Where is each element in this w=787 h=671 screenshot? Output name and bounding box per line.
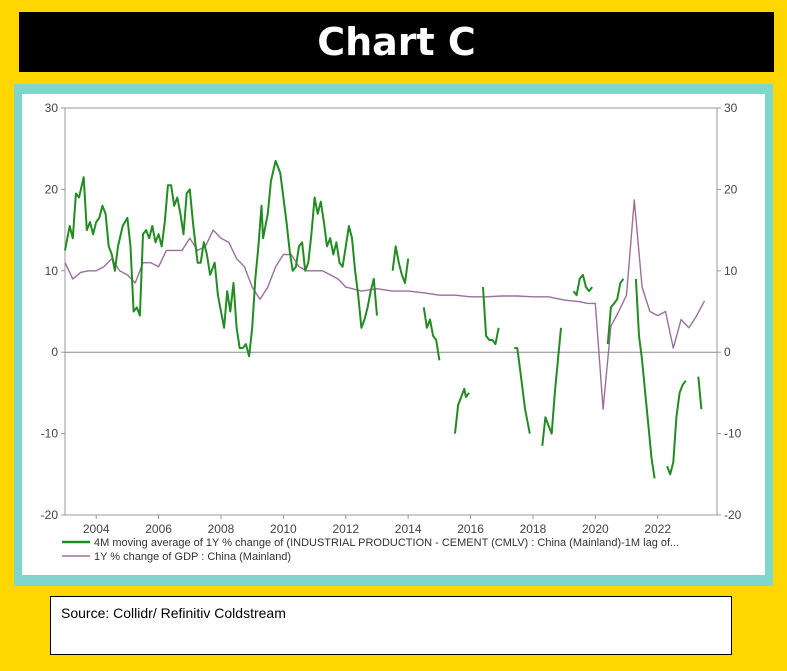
chart-panel: -20 -20 -10 -10 0 0 10 10 20 20 30 30 2004 2006 2008 20… (22, 94, 765, 575)
source-text: Source: Collidr/ Refinitiv Coldstream (61, 605, 286, 621)
cement-series-line (422, 307, 441, 361)
y-tick-label-left: 20 (45, 182, 59, 196)
plot-frame (64, 107, 718, 516)
chart-frame: -20 -20 -10 -10 0 0 10 10 20 20 30 30 2004 2006 2008 20… (14, 84, 773, 586)
cement-series-line (634, 278, 656, 479)
x-tick-label: 2014 (395, 522, 422, 536)
y-tick-label-right: 10 (724, 264, 738, 278)
y-tick-label-right: -20 (724, 508, 742, 522)
y-tick-label-right: -10 (724, 427, 742, 441)
x-tick-label: 2010 (270, 522, 297, 536)
cement-series-line (482, 287, 500, 346)
y-tick-label-left: 10 (45, 264, 59, 278)
y-tick-label-right: 0 (724, 345, 731, 359)
x-tick-label: 2006 (145, 522, 172, 536)
x-tick-label: 2008 (208, 522, 235, 536)
cement-series-line (391, 245, 410, 284)
x-tick-label: 2022 (644, 522, 671, 536)
y-tick-label-right: 20 (724, 182, 738, 196)
y-tick-label-left: -10 (41, 427, 59, 441)
x-tick-label: 2016 (457, 522, 484, 536)
y-tick-label-left: 30 (45, 101, 59, 115)
cement-series-line (454, 387, 470, 434)
x-tick-label: 2004 (83, 522, 110, 536)
y-tick-label-left: -20 (41, 508, 59, 522)
x-tick-label: 2012 (332, 522, 359, 536)
y-tick-label-right: 30 (724, 101, 738, 115)
cement-series-line (514, 347, 531, 434)
cement-series-line (666, 380, 687, 476)
cement-series-line (541, 327, 562, 446)
source-box: Source: Collidr/ Refinitiv Coldstream (50, 596, 732, 655)
legend-label: 1Y % change of GDP : China (Mainland) (94, 551, 291, 563)
cement-series-line (64, 159, 378, 358)
page-title: Chart C (317, 20, 476, 64)
x-tick-label: 2020 (582, 522, 609, 536)
legend-label: 4M moving average of 1Y % change of (IND… (94, 537, 679, 549)
y-tick-label-left: 0 (51, 345, 58, 359)
cement-series-line (697, 376, 703, 410)
title-bar: Chart C (19, 12, 774, 72)
cement-series-line (606, 278, 625, 345)
gdp-series-line (64, 199, 706, 410)
cement-series-line (572, 273, 593, 297)
x-tick-label: 2018 (520, 522, 547, 536)
